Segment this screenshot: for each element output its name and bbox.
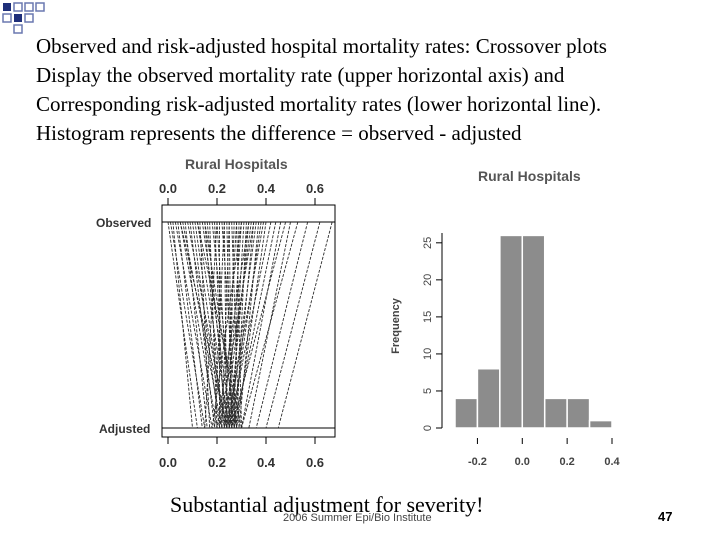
histogram-y-ticks: 0 5 10 15 20 25 — [422, 237, 442, 431]
y-tick-label: 25 — [422, 237, 434, 249]
y-tick-label: 0 — [422, 425, 434, 431]
crossover-segment — [236, 221, 242, 429]
crossover-segment — [184, 221, 208, 429]
crossover-segment — [255, 221, 309, 429]
crossover-segment — [228, 221, 235, 429]
x-tick-label: -0.2 — [468, 456, 487, 468]
crossover-segment — [277, 221, 333, 429]
slide-footer: 2006 Summer Epi/Bio Institute — [283, 512, 432, 524]
crossover-segment — [211, 221, 242, 429]
crossover-segment — [228, 221, 250, 429]
crossover-segment — [236, 221, 267, 429]
crossover-segment — [223, 221, 238, 429]
bottom-tick-label: 0.4 — [257, 455, 276, 470]
histogram-chart: Rural Hospitals Frequency 0 5 10 15 20 25 -0.… — [390, 168, 621, 468]
bottom-tick-label: 0.2 — [208, 455, 226, 470]
crossover-segment — [216, 221, 250, 429]
crossover-chart: Rural Hospitals 0.0 0.2 0.4 0.6 Observed Ad… — [96, 156, 336, 470]
crossover-segment — [177, 221, 203, 429]
crossover-segment — [231, 221, 262, 429]
crossover-segment — [214, 221, 225, 429]
bottom-tick-label: 0.0 — [159, 455, 177, 470]
crossover-segment — [192, 221, 220, 429]
adjusted-axis-label: Adjusted — [99, 422, 150, 436]
crossover-segment — [219, 221, 255, 429]
crossover-segment — [233, 221, 255, 429]
slide-caption: Substantial adjustment for severity! — [170, 492, 484, 517]
top-axis-ticks: 0.0 0.2 0.4 0.6 — [159, 181, 324, 205]
text-line: Observed and risk-adjusted hospital mort… — [36, 34, 607, 58]
x-tick-label: 0.4 — [604, 456, 620, 468]
histogram-title: Rural Hospitals — [478, 168, 581, 184]
crossover-segment — [170, 221, 206, 429]
crossover-segment — [226, 221, 264, 429]
crossover-segment — [241, 221, 282, 429]
crossover-segment — [174, 221, 213, 429]
histogram-bar — [566, 397, 591, 429]
crossover-segment — [199, 221, 211, 429]
crossover-segment — [189, 221, 215, 429]
bottom-tick-label: 0.6 — [306, 455, 324, 470]
crossover-segment — [236, 221, 247, 429]
histogram-bar — [499, 234, 524, 429]
crossover-title: Rural Hospitals — [185, 156, 288, 172]
x-tick-label: 0.0 — [515, 456, 530, 468]
text-line: Histogram represents the difference = ob… — [36, 121, 522, 145]
top-tick-label: 0.6 — [306, 181, 324, 196]
crossover-segment — [228, 221, 257, 429]
top-tick-label: 0.4 — [257, 181, 276, 196]
top-tick-label: 0.2 — [208, 181, 226, 196]
crossover-segment — [167, 221, 198, 429]
histogram-ylabel: Frequency — [390, 297, 402, 354]
crossover-segment — [228, 221, 233, 429]
histogram-bar — [454, 397, 479, 429]
top-tick-label: 0.0 — [159, 181, 177, 196]
crossover-segment — [223, 221, 252, 429]
crossover-segment — [179, 221, 218, 429]
histogram-bar — [476, 367, 501, 429]
histogram-x-ticks: -0.2 0.0 0.2 0.4 — [468, 438, 621, 468]
y-tick-label: 15 — [422, 311, 434, 323]
histogram-bars — [454, 234, 613, 429]
text-line: Display the observed mortality rate (upp… — [36, 63, 565, 87]
y-tick-label: 10 — [422, 348, 434, 360]
y-tick-label: 5 — [422, 388, 434, 394]
crossover-segment — [221, 221, 230, 429]
decorative-squares — [2, 2, 45, 34]
crossover-segment — [187, 221, 228, 429]
x-tick-label: 0.2 — [559, 456, 574, 468]
bottom-axis-ticks: 0.0 0.2 0.4 0.6 — [159, 437, 324, 470]
crossover-segment — [172, 221, 193, 429]
plot-frame — [161, 204, 336, 438]
y-tick-label: 20 — [422, 274, 434, 286]
crossover-segment — [241, 221, 299, 429]
crossover-segment — [204, 221, 218, 429]
text-line: Corresponding risk-adjusted mortality ra… — [36, 92, 602, 116]
crossover-segment — [179, 221, 228, 429]
page-number: 47 — [658, 509, 673, 524]
slide-body-text: Observed and risk-adjusted hospital mort… — [36, 32, 716, 148]
crossover-segment — [228, 221, 272, 429]
crossover-segment — [233, 221, 240, 429]
histogram-bar — [521, 234, 546, 429]
crossover-segment — [238, 221, 260, 429]
crossover-segment — [233, 221, 277, 429]
histogram-bar — [543, 397, 568, 429]
crossover-segment — [231, 221, 287, 429]
histogram-bar — [588, 419, 613, 429]
crossover-segments — [167, 221, 333, 429]
crossover-segment — [196, 221, 242, 429]
crossover-segment — [265, 221, 321, 429]
observed-axis-label: Observed — [96, 216, 151, 230]
crossover-segment — [248, 221, 291, 429]
